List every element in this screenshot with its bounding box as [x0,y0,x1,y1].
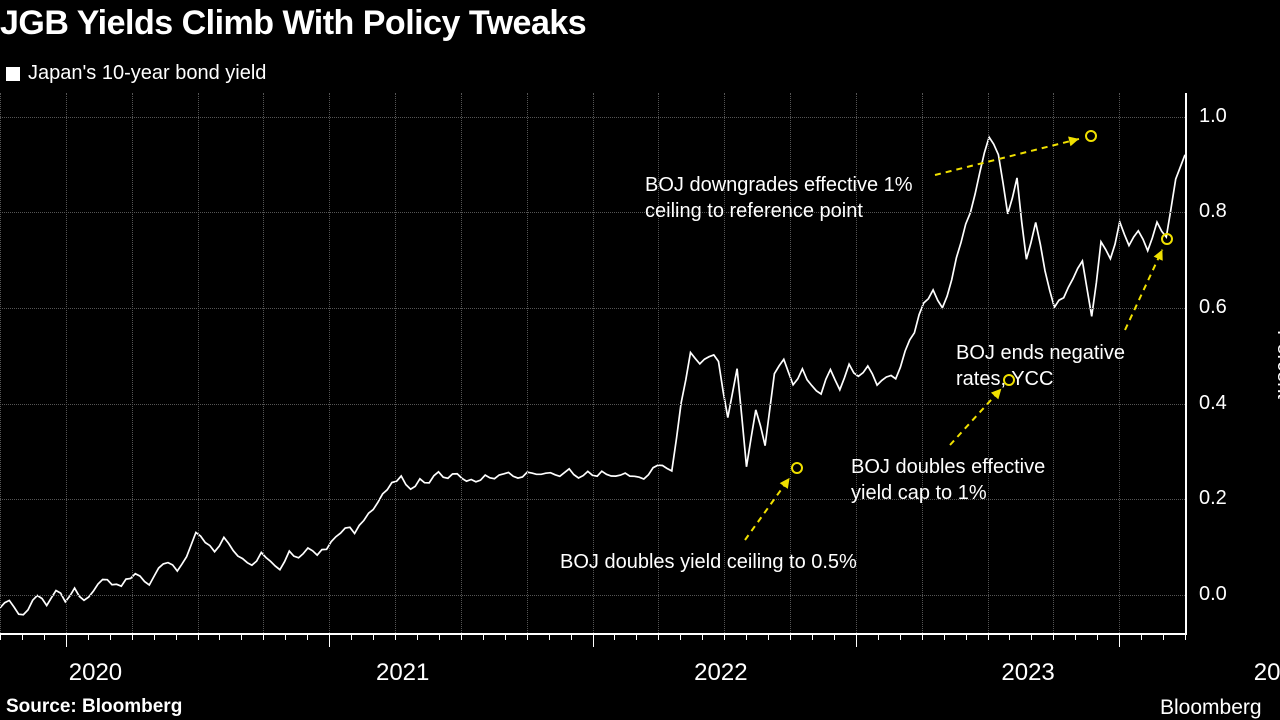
x-minor-tick [395,633,396,640]
x-minor-tick [834,633,835,640]
grid-line-v [461,93,462,633]
x-minor-tick [790,633,791,640]
legend-swatch [6,67,20,81]
x-minor-tick [110,633,111,640]
annotation-text: BOJ downgrades effective 1% ceiling to r… [645,172,913,224]
plot-border-right [1185,93,1187,633]
source-text: Source: Bloomberg [6,696,182,718]
x-minor-tick [66,633,67,647]
x-minor-tick [351,633,352,640]
x-minor-tick [505,633,506,640]
x-tick-label: 2021 [376,659,429,687]
x-minor-tick [1075,633,1076,640]
annotation-text: BOJ doubles effective yield cap to 1% [851,454,1045,506]
x-minor-tick [241,633,242,640]
annotation-marker [1161,233,1173,245]
x-minor-tick [0,633,1,640]
x-minor-tick [527,633,528,640]
x-minor-tick [944,633,945,640]
x-minor-tick [636,633,637,640]
y-tick-label: 0.0 [1199,583,1227,606]
annotation-marker [1003,374,1015,386]
x-minor-tick [724,633,725,640]
legend-label: Japan's 10-year bond yield [28,62,266,85]
x-minor-tick [219,633,220,640]
x-minor-tick [44,633,45,640]
grid-line-v [132,93,133,633]
annotation-text: BOJ ends negative rates, YCC [956,340,1125,392]
x-minor-tick [417,633,418,640]
x-minor-tick [571,633,572,640]
x-minor-tick [461,633,462,640]
grid-line-v [198,93,199,633]
x-minor-tick [812,633,813,640]
x-minor-tick [1119,633,1120,647]
y-tick-label: 0.8 [1199,200,1227,223]
x-minor-tick [263,633,264,640]
x-minor-tick [198,633,199,640]
x-minor-tick [856,633,857,647]
chart-title: JGB Yields Climb With Policy Tweaks [0,4,586,43]
brand-text: Bloomberg [1160,696,1262,720]
chart-root: { "title": { "text": "JGB Yields Climb W… [0,0,1280,720]
grid-line-v [395,93,396,633]
x-minor-tick [900,633,901,640]
x-tick-label: 2022 [694,659,747,687]
x-minor-tick [768,633,769,640]
x-minor-tick [329,633,330,647]
x-minor-tick [1097,633,1098,640]
x-tick-label: 2024 [1254,659,1280,687]
x-minor-tick [1163,633,1164,640]
y-tick-label: 0.6 [1199,296,1227,319]
x-minor-tick [1053,633,1054,640]
y-tick-label: 0.4 [1199,392,1227,415]
y-axis-title: Percent [1272,330,1280,399]
grid-line-v [0,93,1,633]
annotation-marker [1085,130,1097,142]
grid-line-v [66,93,67,633]
x-minor-tick [285,633,286,640]
x-minor-tick [1031,633,1032,640]
annotation-text: BOJ doubles yield ceiling to 0.5% [560,549,857,575]
x-tick-label: 2020 [69,659,122,687]
x-minor-tick [154,633,155,640]
x-minor-tick [373,633,374,640]
x-minor-tick [1185,633,1186,640]
x-minor-tick [593,633,594,647]
y-tick-label: 1.0 [1199,105,1227,128]
grid-line-v [263,93,264,633]
x-minor-tick [922,633,923,640]
y-tick-label: 0.2 [1199,487,1227,510]
x-minor-tick [176,633,177,640]
grid-line-v [922,93,923,633]
annotation-marker [791,462,803,474]
x-minor-tick [878,633,879,640]
x-minor-tick [1009,633,1010,640]
x-minor-tick [307,633,308,640]
x-minor-tick [439,633,440,640]
x-minor-tick [483,633,484,640]
x-minor-tick [658,633,659,640]
x-minor-tick [966,633,967,640]
x-minor-tick [88,633,89,640]
grid-line-v [527,93,528,633]
x-minor-tick [22,633,23,640]
grid-line-v [329,93,330,633]
x-minor-tick [680,633,681,640]
x-minor-tick [549,633,550,640]
x-tick-label: 2023 [1001,659,1054,687]
x-minor-tick [132,633,133,640]
x-minor-tick [988,633,989,640]
x-minor-tick [614,633,615,640]
x-minor-tick [746,633,747,640]
x-minor-tick [1141,633,1142,640]
legend: Japan's 10-year bond yield [6,62,266,85]
x-minor-tick [702,633,703,640]
